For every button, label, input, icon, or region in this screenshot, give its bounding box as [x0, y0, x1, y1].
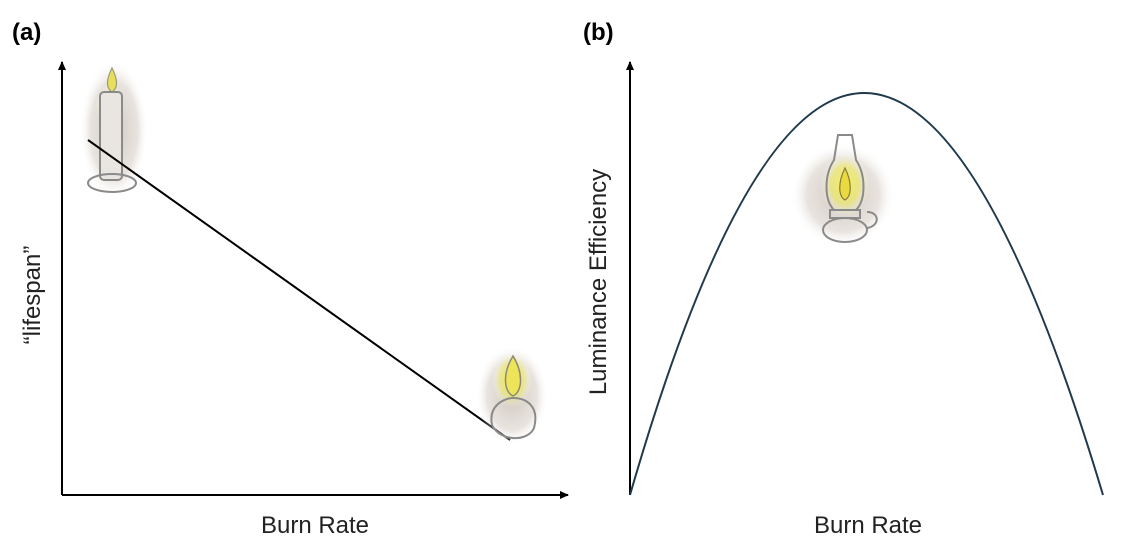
- candle-icon: [80, 60, 148, 200]
- figure: (a) Burn Rate “lifespan” (b): [0, 0, 1123, 539]
- panel-label: (b): [583, 19, 614, 46]
- x-axis-label: Burn Rate: [814, 512, 922, 539]
- trend-line: [88, 140, 510, 440]
- y-axis-label: Luminance Efficiency: [585, 169, 612, 395]
- panel-label: (a): [12, 19, 41, 46]
- panel-b: (b) Burn Rate Luminance Efficiency: [583, 19, 1103, 539]
- y-axis-label: “lifespan”: [19, 246, 46, 345]
- lamp-icon: [791, 135, 895, 247]
- x-axis-label: Burn Rate: [261, 512, 369, 539]
- small-candle-icon: [476, 345, 548, 445]
- panel-a: (a) Burn Rate “lifespan”: [12, 19, 568, 539]
- page: (a) Burn Rate “lifespan” (b): [0, 0, 1123, 539]
